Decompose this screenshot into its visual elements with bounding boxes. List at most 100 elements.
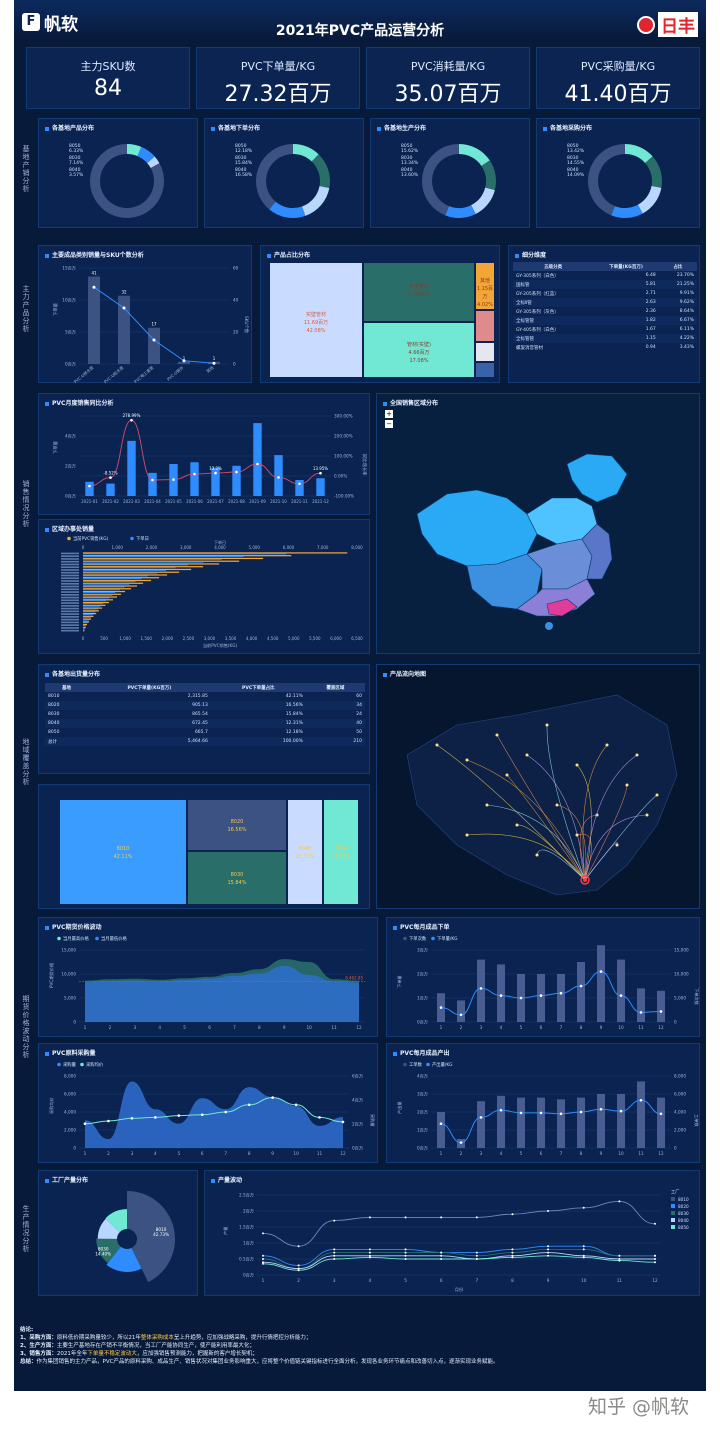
table-row[interactable]: GY-305系列（白色） 6.48 23.70% bbox=[513, 271, 697, 280]
office-row-label bbox=[61, 566, 79, 569]
sku-bar-label: 1 bbox=[183, 356, 186, 361]
office-bar-secondary bbox=[83, 578, 142, 580]
office-bar-secondary bbox=[83, 561, 204, 563]
production-point bbox=[368, 1254, 371, 1257]
combo-bar bbox=[537, 1097, 545, 1148]
table-cell: 9.91% bbox=[679, 291, 694, 296]
combo-y2-tick: 6,000 bbox=[674, 1092, 686, 1097]
th-coverage[interactable]: 覆盖区域 bbox=[305, 683, 365, 692]
treemap-cell[interactable] bbox=[475, 310, 495, 342]
th-orders[interactable]: 下单量(KG百万) bbox=[593, 262, 659, 271]
flow-source-point bbox=[465, 758, 469, 762]
combo-line-point bbox=[559, 991, 563, 995]
table-cell: 5.81 bbox=[593, 280, 659, 289]
table-row[interactable]: 国标管 5.81 21.25% bbox=[513, 280, 697, 289]
purchase-line-point bbox=[341, 1120, 345, 1124]
monthly-bar bbox=[295, 480, 304, 496]
combo-y-tick: 3百万 bbox=[417, 948, 428, 954]
th-share[interactable]: 占比 bbox=[658, 262, 697, 271]
donut-label-pct: 12.18% bbox=[235, 148, 253, 154]
combo-line bbox=[440, 1099, 662, 1144]
futures-y-tick: 15,000 bbox=[61, 948, 76, 953]
table-row[interactable]: GY-305系列（灰色） 2.36 8.64% bbox=[513, 307, 697, 316]
summary-line-4: 总结：作为集团销售的主力产品，PVC产品的原料采购、成品生产、销售状况对集团业务… bbox=[20, 1359, 499, 1365]
combo-x-tick: 12 bbox=[658, 1151, 664, 1156]
summary-line-2: 2、生产方面：主要生产基地存在产销不平衡情况，当工厂产能协同生产，使产能利用率最… bbox=[20, 1343, 255, 1349]
office-x-tick: 5,500 bbox=[309, 636, 321, 641]
combo-bar bbox=[437, 1112, 445, 1148]
combo-line-point bbox=[659, 1010, 663, 1013]
kpi-value: 35.07百万 bbox=[394, 82, 502, 107]
table-row[interactable]: GY-405系列（白色） 1.67 6.11% bbox=[513, 325, 697, 334]
treemap-cell-name: 8030 bbox=[230, 872, 244, 878]
futures-y-tick: 0 bbox=[73, 1020, 76, 1025]
monthly-growth-point bbox=[109, 476, 112, 479]
treemap-cell[interactable]: 8010 42.11% bbox=[59, 799, 187, 905]
production-point bbox=[440, 1251, 443, 1254]
office-bar bbox=[83, 574, 168, 576]
office-top-tick: 4,000 bbox=[214, 545, 226, 550]
production-x-label: 月份 bbox=[455, 1286, 464, 1293]
table-row[interactable]: 8040 672.45 12.31% 40 bbox=[45, 719, 365, 728]
table-row[interactable]: 全标管管 1.82 6.67% bbox=[513, 316, 697, 325]
combo-line-point bbox=[599, 1108, 603, 1111]
table-row[interactable]: 总计 5,464.66 100.00% 210 bbox=[45, 737, 365, 746]
office-bar bbox=[83, 601, 110, 604]
donut-label-name: 8050 bbox=[567, 143, 579, 149]
treemap-cell[interactable]: 8050 12.18% bbox=[323, 799, 359, 905]
flow-source-point bbox=[645, 813, 649, 817]
combo-bar bbox=[517, 1097, 525, 1148]
production-point bbox=[582, 1245, 585, 1248]
treemap-cell[interactable]: 8020 16.56% bbox=[187, 799, 287, 851]
monthly-x-tick: 2021-11 bbox=[291, 499, 308, 504]
purchase-y2-tick: 0百万 bbox=[352, 1146, 363, 1152]
table-row[interactable]: 8010 2,315.85 42.11% 60 bbox=[45, 692, 365, 701]
combo-line bbox=[440, 971, 662, 1016]
zoom-out-button[interactable]: − bbox=[385, 420, 393, 428]
output-chart: 工单数 产出量/KG 0百万 1百万 2百万 3百万 4百万 0 2,000 4,000 6,000… bbox=[396, 1061, 700, 1156]
office-bar bbox=[83, 555, 292, 557]
treemap-cell[interactable]: 管材(实壁) 4.66百万 17.08% bbox=[363, 322, 475, 378]
th-base-share[interactable]: PVC下单量占比 bbox=[210, 683, 306, 692]
flow-map bbox=[406, 694, 678, 896]
summary-heading: 结论: bbox=[20, 1327, 34, 1333]
treemap-cell[interactable]: 8040 12.31% bbox=[287, 799, 323, 905]
zoom-in-button[interactable]: + bbox=[385, 410, 393, 418]
brand-icon bbox=[637, 15, 655, 34]
table-row[interactable]: 8020 905.13 16.56% 34 bbox=[45, 701, 365, 710]
combo-x-tick: 3 bbox=[480, 1025, 483, 1030]
th-base[interactable]: 基地 bbox=[45, 683, 88, 692]
donut-label-pct: 15.62% bbox=[401, 148, 419, 154]
th-base-orders[interactable]: PVC下单量(KG百万) bbox=[87, 683, 211, 692]
treemap-cell[interactable] bbox=[475, 362, 495, 378]
futures-x-tick: 8 bbox=[258, 1025, 261, 1030]
brand-right: 日丰 bbox=[637, 12, 698, 37]
table-row[interactable]: 全标管管 1.15 4.22% bbox=[513, 334, 697, 343]
table-row[interactable]: 全标Ⅱ管 2.63 9.62% bbox=[513, 298, 697, 307]
treemap-cell[interactable]: 8030 15.84% bbox=[187, 851, 287, 905]
treemap-cell[interactable]: 其他 1.15百万 4.02% bbox=[475, 262, 495, 310]
office-row-label bbox=[61, 574, 79, 577]
factory-pie-name: 8030 bbox=[98, 1246, 109, 1251]
purchase-x-tick: 6 bbox=[201, 1151, 204, 1156]
legend-entry: 下单次数 bbox=[409, 935, 427, 942]
table-row[interactable]: 螺旋消音管材 0.94 3.43% bbox=[513, 343, 697, 352]
production-point bbox=[262, 1232, 264, 1235]
combo-x-tick: 7 bbox=[560, 1025, 563, 1030]
table-row[interactable]: GY-205系列（红蓝） 2.71 9.91% bbox=[513, 289, 697, 298]
treemap-cell[interactable]: 实壁管件 5.08百万 bbox=[363, 262, 475, 322]
treemap-cell[interactable]: 实壁管材 11.69百万 42.08% bbox=[269, 262, 363, 378]
page-title: 2021年PVC产品运营分析 bbox=[275, 23, 445, 39]
flow-source-point bbox=[485, 803, 489, 807]
table-row[interactable]: 8030 865.54 15.84% 24 bbox=[45, 710, 365, 719]
table-row[interactable]: 8050 665.7 12.18% 50 bbox=[45, 728, 365, 737]
combo-y2-tick: 8,000 bbox=[674, 1074, 686, 1079]
flow-line bbox=[496, 734, 586, 881]
th-category[interactable]: 五级分类 bbox=[513, 262, 594, 271]
panel-title: 产品流向地图 bbox=[383, 669, 426, 678]
treemap-cell[interactable] bbox=[475, 342, 495, 362]
office-bar-secondary bbox=[83, 605, 101, 607]
sku-bar bbox=[118, 295, 130, 364]
combo-y-tick: 4百万 bbox=[417, 1074, 428, 1080]
donut-panel-orders: 各基地下单分布 8050 12.18% 8030 15.84% 8040 16.58% bbox=[204, 118, 364, 228]
